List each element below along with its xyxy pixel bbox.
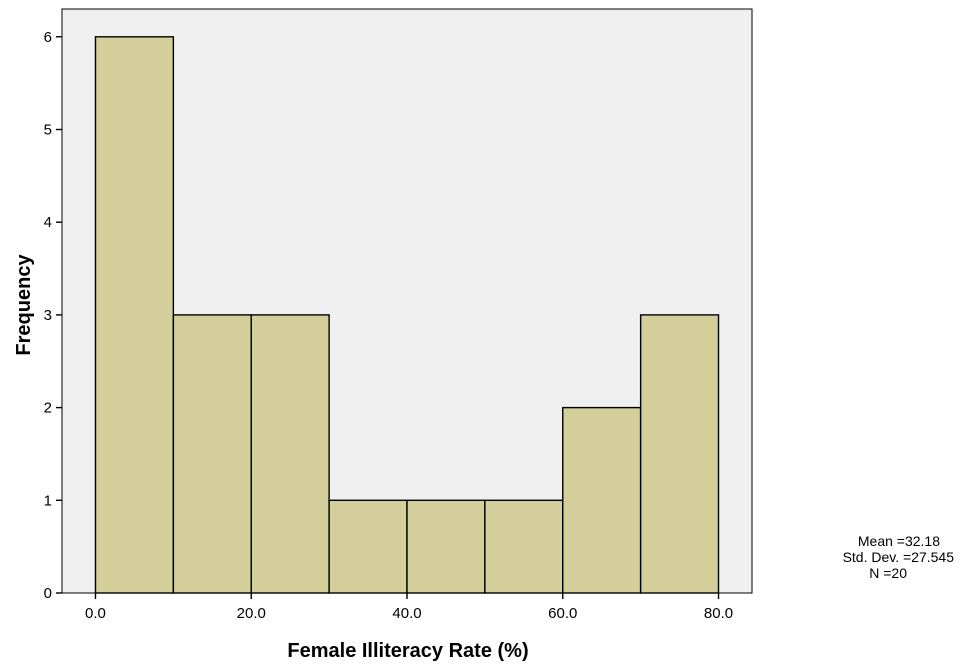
- stats-n: N =20: [869, 565, 907, 581]
- x-axis-title: Female Illiteracy Rate (%): [287, 640, 528, 662]
- histogram-bar-6: [562, 406, 642, 594]
- y-tick-label: 4: [44, 214, 52, 231]
- y-axis-title: Frequency: [13, 254, 35, 356]
- stats-mean: Mean =32.18: [858, 533, 940, 549]
- x-axis: 0.0 20.0 40.0 60.0 80.0: [85, 593, 733, 622]
- x-tick-label: 0.0: [85, 605, 106, 622]
- y-tick-label: 5: [44, 122, 52, 139]
- y-tick-label: 2: [44, 400, 52, 417]
- histogram-bar-4: [406, 499, 486, 594]
- histogram-bar-3: [328, 499, 408, 594]
- x-tick-label: 40.0: [392, 605, 421, 622]
- histogram-bar-7: [639, 314, 720, 594]
- histogram-bar-2: [250, 314, 330, 594]
- y-axis: 0 1 2 3 4 5 6: [44, 29, 62, 602]
- stats-std-dev: Std. Dev. =27.545: [843, 549, 955, 565]
- bars-group: [94, 36, 720, 594]
- x-tick-label: 80.0: [704, 605, 733, 622]
- y-tick-label: 1: [44, 492, 52, 509]
- histogram-bar-1: [172, 314, 252, 594]
- x-tick-label: 60.0: [548, 605, 577, 622]
- y-tick-label: 0: [44, 585, 52, 602]
- x-tick-label: 20.0: [237, 605, 266, 622]
- y-tick-label: 6: [44, 29, 52, 46]
- histogram-bar-5: [484, 499, 564, 594]
- histogram-bar-0: [94, 36, 175, 594]
- y-tick-label: 3: [44, 307, 52, 324]
